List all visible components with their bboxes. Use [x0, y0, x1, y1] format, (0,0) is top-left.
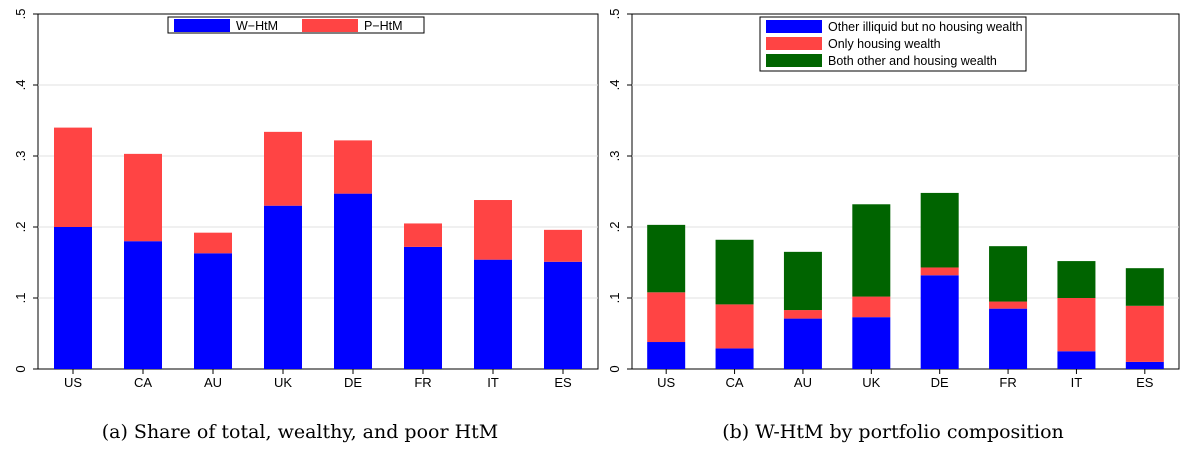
- bar-segment: [404, 223, 442, 247]
- y-tick-label: .1: [607, 293, 622, 304]
- x-tick-label: DE: [344, 375, 362, 390]
- y-tick-label: .5: [607, 9, 622, 20]
- bar-segment: [920, 192, 959, 268]
- bar-segment: [474, 200, 512, 260]
- bar-segment: [920, 275, 959, 369]
- y-tick-label: .3: [607, 151, 622, 162]
- bar-segment: [264, 205, 302, 369]
- legend-swatch: [766, 37, 822, 50]
- bar-segment: [264, 131, 302, 206]
- bar-segment: [334, 140, 372, 194]
- legend-label: W−HtM: [236, 19, 278, 33]
- y-tick-label: .1: [13, 293, 28, 304]
- bar-segment: [715, 239, 754, 305]
- bar-segment: [124, 241, 162, 369]
- legend-swatch: [766, 20, 822, 33]
- legend-box: [167, 16, 425, 34]
- x-tick-label: DE: [931, 375, 949, 390]
- y-tick-label: .2: [13, 222, 28, 233]
- caption-b: (b) W-HtM by portfolio composition: [722, 421, 1064, 443]
- bar-segment: [1125, 268, 1164, 306]
- bar-segment: [1057, 261, 1096, 298]
- caption-a: (a) Share of total, wealthy, and poor Ht…: [102, 421, 499, 443]
- bar-segment: [1057, 351, 1096, 369]
- legend-label: Only housing wealth: [828, 37, 941, 51]
- legend-label: Both other and housing wealth: [828, 54, 997, 68]
- x-tick-label: CA: [134, 375, 152, 390]
- y-tick-label: .5: [13, 9, 28, 20]
- x-tick-label: AU: [204, 375, 222, 390]
- x-tick-label: UK: [274, 375, 292, 390]
- x-tick-label: IT: [487, 375, 499, 390]
- bar-segment: [124, 153, 162, 242]
- x-tick-label: US: [657, 375, 675, 390]
- legend-swatch: [766, 54, 822, 67]
- x-tick-label: UK: [862, 375, 880, 390]
- y-tick-label: 0: [13, 365, 28, 372]
- bar-segment: [715, 304, 754, 349]
- bar-segment: [1125, 361, 1164, 369]
- x-tick-label: ES: [1136, 375, 1154, 390]
- legend-swatch: [174, 19, 230, 32]
- bar-segment: [920, 267, 959, 276]
- bar-segment: [783, 310, 822, 319]
- bar-segment: [404, 246, 442, 369]
- bar-segment: [1057, 298, 1096, 352]
- bar-segment: [647, 342, 686, 369]
- legend-label: P−HtM: [364, 19, 403, 33]
- bar-segment: [852, 317, 891, 369]
- x-tick-label: ES: [554, 375, 572, 390]
- bar-segment: [989, 301, 1028, 309]
- x-tick-label: AU: [794, 375, 812, 390]
- bar-segment: [852, 296, 891, 318]
- bar-segment: [715, 348, 754, 369]
- bar-segment: [989, 246, 1028, 302]
- bar-segment: [544, 261, 582, 369]
- y-tick-label: .3: [13, 151, 28, 162]
- y-tick-label: 0: [607, 365, 622, 372]
- plot-frame: [37, 13, 599, 370]
- chart-panel-b: 0 .1 .2 .3 .4 .5 US CA AU UK DE FR IT ES Other illiqui…: [607, 9, 1180, 390]
- bar-segment: [989, 308, 1028, 369]
- legend-label: Other illiquid but no housing wealth: [828, 20, 1023, 34]
- bar-segment: [544, 229, 582, 262]
- bar-segment: [474, 259, 512, 369]
- x-tick-label: US: [64, 375, 82, 390]
- y-tick-label: .2: [607, 222, 622, 233]
- bar-segment: [647, 224, 686, 293]
- bar-segment: [334, 193, 372, 369]
- x-tick-label: CA: [726, 375, 744, 390]
- bar-segment: [194, 253, 232, 369]
- legend-swatch: [302, 19, 358, 32]
- y-tick-label: .4: [607, 80, 622, 91]
- x-tick-label: IT: [1071, 375, 1083, 390]
- bar-segment: [194, 232, 232, 254]
- y-tick-label: .4: [13, 80, 28, 91]
- bar-segment: [783, 251, 822, 311]
- bar-segment: [54, 127, 92, 227]
- bar-segment: [852, 204, 891, 297]
- bar-segment: [647, 292, 686, 343]
- x-tick-label: FR: [414, 375, 431, 390]
- bar-segment: [783, 318, 822, 369]
- bar-segment: [1125, 305, 1164, 362]
- x-tick-label: FR: [999, 375, 1016, 390]
- chart-panel-a: 0 .1 .2 .3 .4 .5 US CA AU UK DE FR IT ES W−HtM P−HtM: [13, 9, 599, 390]
- bar-segment: [54, 227, 92, 369]
